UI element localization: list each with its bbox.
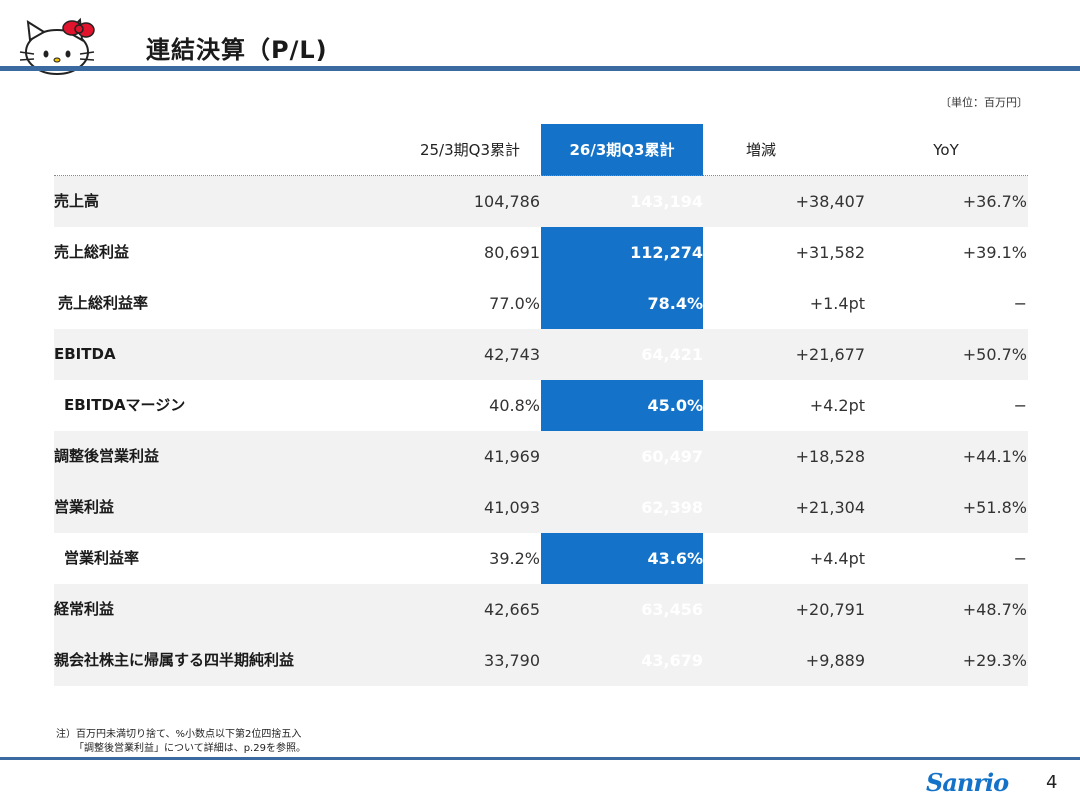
page-title: 連結決算（P/L) [146, 36, 328, 64]
col-header-current: 26/3期Q3累計 [569, 141, 675, 159]
cell-current: 63,456 [641, 600, 703, 619]
cell-current: 43.6% [647, 549, 703, 568]
row-label: 調整後営業利益 [54, 447, 160, 465]
col-header-change: 増減 [745, 141, 776, 159]
cell-prev: 33,790 [484, 651, 540, 670]
row-label: EBITDAマージン [64, 396, 186, 414]
cell-prev: 104,786 [473, 192, 540, 211]
row-label: 売上高 [54, 192, 100, 210]
row-label: 売上総利益率 [58, 294, 149, 312]
cell-yoy: +48.7% [962, 600, 1027, 619]
row-label: 経常利益 [54, 600, 115, 618]
cell-yoy: − [1013, 294, 1027, 313]
col-header-yoy: YoY [933, 141, 959, 159]
table-row: 売上総利益 80,691 112,274 +31,582 +39.1% [54, 227, 1028, 278]
footnotes: 注）百万円未満切り捨て、%小数点以下第2位四捨五入 「調整後営業利益」について詳… [56, 728, 306, 756]
cell-current: 112,274 [630, 243, 703, 262]
cell-yoy: − [1013, 396, 1027, 415]
table-row: 売上高 104,786 143,194 +38,407 +36.7% [54, 176, 1028, 227]
header-divider [54, 175, 1028, 176]
cell-current: 78.4% [647, 294, 703, 313]
cell-change: +31,582 [795, 243, 865, 262]
cell-yoy: +44.1% [962, 447, 1027, 466]
cell-change: +1.4pt [809, 294, 865, 313]
table-row: 売上総利益率 77.0% 78.4% +1.4pt − [54, 278, 1028, 329]
cell-yoy: +36.7% [962, 192, 1027, 211]
table-row: 親会社株主に帰属する四半期純利益 33,790 43,679 +9,889 +2… [54, 635, 1028, 686]
table-row: 営業利益 41,093 62,398 +21,304 +51.8% [54, 482, 1028, 533]
cell-yoy: +51.8% [962, 498, 1027, 517]
cell-yoy: +39.1% [962, 243, 1027, 262]
row-label: 親会社株主に帰属する四半期純利益 [54, 651, 295, 669]
cell-current: 43,679 [641, 651, 703, 670]
cell-prev: 80,691 [484, 243, 540, 262]
unit-note: 〔単位：百万円〕 [940, 96, 1028, 109]
cell-prev: 42,743 [484, 345, 540, 364]
cell-prev: 40.8% [489, 396, 540, 415]
cell-change: +20,791 [795, 600, 865, 619]
row-label: 営業利益 [54, 498, 115, 516]
cell-change: +18,528 [795, 447, 865, 466]
sanrio-logo: Sanrio [926, 768, 1009, 797]
table-row: 経常利益 42,665 63,456 +20,791 +48.7% [54, 584, 1028, 635]
table-row: 調整後営業利益 41,969 60,497 +18,528 +44.1% [54, 431, 1028, 482]
title-divider [0, 66, 1080, 71]
cell-yoy: +50.7% [962, 345, 1027, 364]
cell-yoy: − [1013, 549, 1027, 568]
cell-prev: 39.2% [489, 549, 540, 568]
cell-change: +21,677 [795, 345, 865, 364]
cell-change: +4.2pt [809, 396, 865, 415]
page-number: 4 [1046, 772, 1058, 793]
cell-current: 143,194 [630, 192, 703, 211]
footer-divider [0, 757, 1080, 760]
table-row: 営業利益率 39.2% 43.6% +4.4pt − [54, 533, 1028, 584]
cell-change: +4.4pt [809, 549, 865, 568]
cell-prev: 41,093 [484, 498, 540, 517]
cell-current: 60,497 [641, 447, 703, 466]
row-label: 売上総利益 [54, 243, 130, 261]
cell-current: 62,398 [641, 498, 703, 517]
cell-change: +9,889 [805, 651, 865, 670]
cell-change: +38,407 [795, 192, 865, 211]
hello-kitty-icon [19, 17, 95, 75]
cell-prev: 42,665 [484, 600, 540, 619]
table-row: EBITDA 42,743 64,421 +21,677 +50.7% [54, 329, 1028, 380]
cell-change: +21,304 [795, 498, 865, 517]
footnote: 「調整後営業利益」について詳細は、p.29を参照。 [74, 743, 306, 754]
footnote: 注）百万円未満切り捨て、%小数点以下第2位四捨五入 [56, 729, 302, 740]
row-label: 営業利益率 [64, 549, 140, 567]
row-label: EBITDA [54, 345, 116, 363]
cell-current: 45.0% [647, 396, 703, 415]
cell-yoy: +29.3% [962, 651, 1027, 670]
table-row: EBITDAマージン 40.8% 45.0% +4.2pt − [54, 380, 1028, 431]
cell-prev: 77.0% [489, 294, 540, 313]
cell-prev: 41,969 [484, 447, 540, 466]
col-header-prev: 25/3期Q3累計 [419, 141, 520, 159]
cell-current: 64,421 [641, 345, 703, 364]
